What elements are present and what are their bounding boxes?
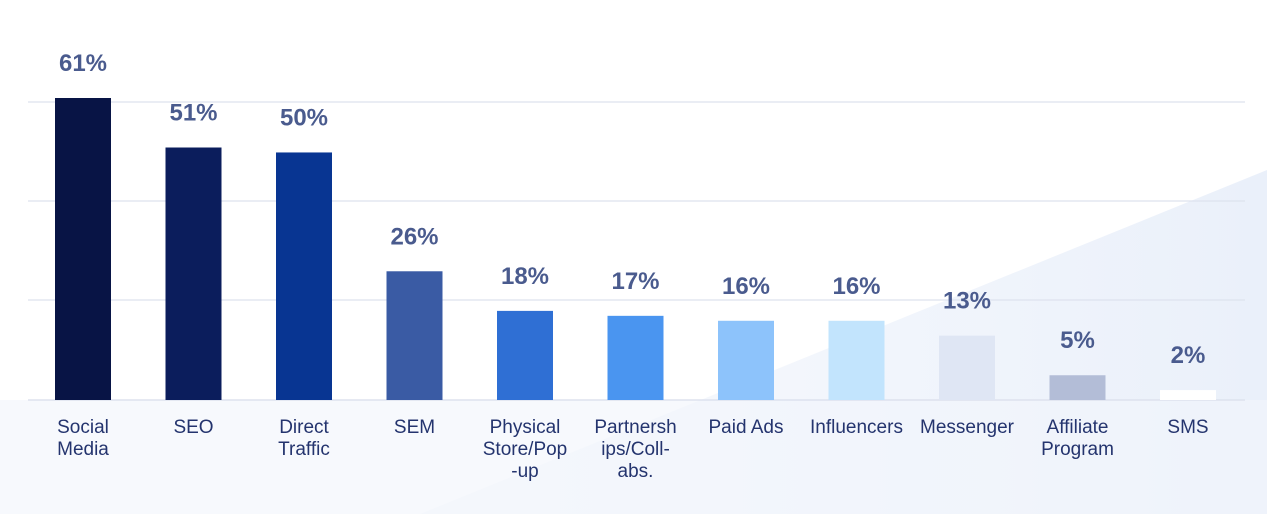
bar [1049,375,1106,400]
labels-layer: 61% Social Media 51% SEO 50% Direct Traffic 26% S… [57,50,1208,482]
bar [607,315,664,400]
category-label: Affiliate Program [1041,417,1114,460]
category-label: Physical Store/Pop -up [483,417,568,482]
bar [276,152,332,400]
bar [939,335,995,400]
bar [497,310,553,400]
category-label: SEM [394,417,435,438]
category-label: Paid Ads [709,417,784,438]
bars-layer [55,98,1216,400]
value-label: 26% [390,223,438,250]
value-label: 16% [832,273,880,300]
category-label: SMS [1167,417,1208,438]
value-label: 16% [722,273,770,300]
background-band [0,400,1267,514]
bar [1160,390,1216,400]
value-label: 51% [169,100,217,127]
category-label: Influencers [810,417,903,438]
value-label: 5% [1060,327,1095,354]
category-label: Social Media [57,417,109,460]
bar [55,98,111,400]
bar [718,320,774,400]
value-label: 13% [943,288,991,315]
category-label: SEO [173,417,213,438]
category-label: Partnersh ips/Coll-abs. [594,417,676,482]
value-label: 17% [611,268,659,295]
value-label: 2% [1171,342,1206,369]
value-label: 50% [280,104,328,131]
category-label: Direct Traffic [278,417,330,460]
value-label: 61% [59,50,107,77]
bar [828,320,885,400]
category-label: Messenger [920,417,1015,438]
bar [165,147,222,400]
value-label: 18% [501,263,549,290]
bar [386,271,443,400]
